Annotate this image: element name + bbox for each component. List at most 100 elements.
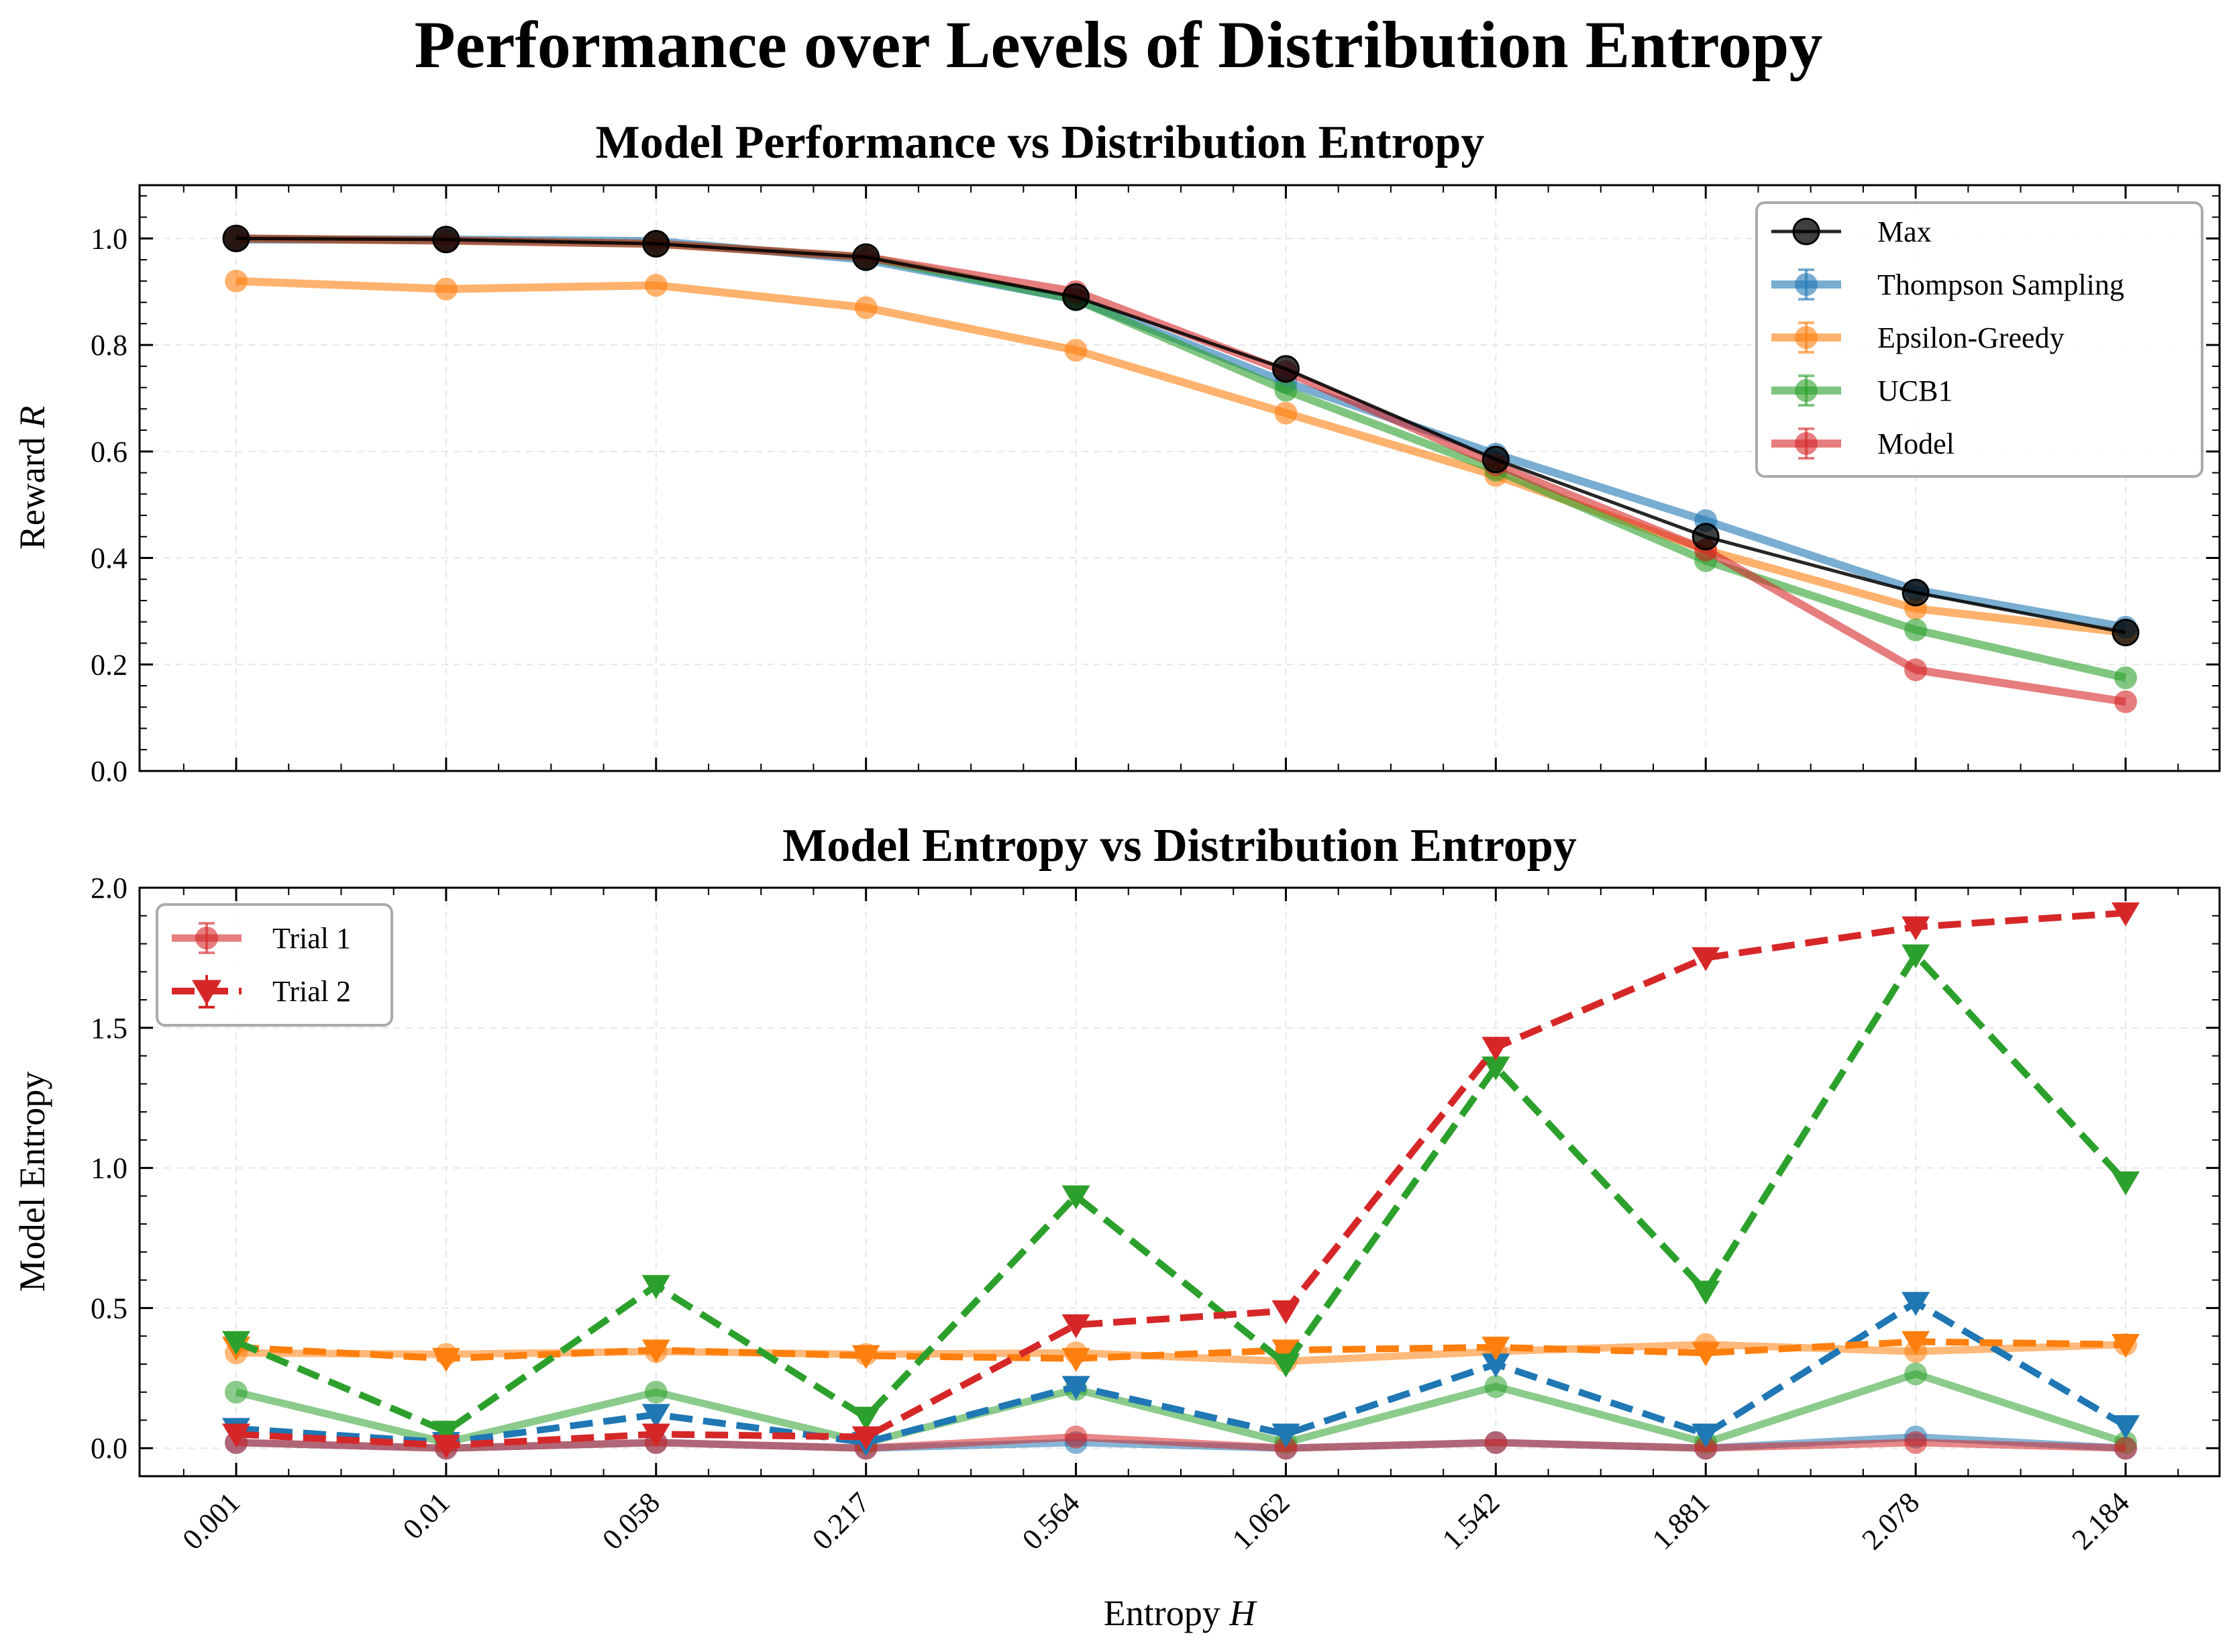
series-max [222,224,2140,647]
trial1-marker [1904,1362,1928,1386]
bottom-ytick-label: 0.5 [91,1292,127,1325]
trial2-marker [2112,1333,2140,1358]
trial2-series-ff7f0e [222,1331,2140,1372]
series-max-marker [642,229,670,258]
trial2-marker [1692,947,1720,972]
bottom-ylabel: Model Entropy [12,1072,52,1292]
trial2-line [236,1299,2128,1446]
legend-item-max: Max [1771,215,1932,248]
series-epsilon-greedy-marker [644,274,668,297]
top-panel-title: Model Performance vs Distribution Entrop… [596,117,1485,168]
trial2-marker [431,1347,460,1372]
legend-marker-epsilon-greedy [1795,326,1818,349]
series-max-marker [222,224,250,252]
trial2-marker [641,1404,670,1429]
legend-marker-max [1792,217,1820,246]
trial2-marker [641,1423,670,1448]
series-max-marker [1692,523,1720,551]
legend-label-thompson-sampling: Thompson Sampling [1877,268,2124,301]
trial2-marker [1271,1423,1300,1448]
series-max-marker [2112,619,2140,647]
legend-label-trial-1: Trial 1 [272,922,351,955]
top-series-group [222,224,2140,713]
top-ylabel: Reward R [12,406,52,550]
trial2-marker [222,1423,250,1448]
trial2-line [235,951,2128,1435]
trial2-series-2ca02c [222,944,2140,1445]
trial2-marker [1481,1056,1510,1081]
trial1-marker [644,1380,668,1404]
series-epsilon-greedy-marker [1274,401,1298,425]
bottom-ytick-label: 1.0 [91,1152,127,1185]
series-max-marker [1902,578,1930,607]
bottom-ytick-label: 2.0 [91,872,127,905]
top-legend-items: Max Thompson Sampling Epsilon-Greedy UCB1 Mo… [1771,215,2124,460]
trial1-line [236,1433,2126,1452]
bottom-legend-items: Trial 1 Trial 2 [172,922,351,1009]
trial2-marker [2112,1171,2140,1196]
figure-suptitle: Performance over Levels of Distribution … [415,7,1823,82]
trial1-marker [225,1380,248,1404]
top-ytick-label: 0.4 [91,542,127,575]
trial1-marker [1484,1431,1508,1454]
legend-label-trial-2: Trial 2 [272,975,351,1008]
bottom-series-group [222,902,2140,1460]
trial2-marker [851,1426,880,1451]
series-ucb1-marker [1904,618,1928,641]
trial1-marker [1064,1425,1088,1449]
trial2-marker [1481,1353,1510,1378]
trial1-marker [1694,1437,1718,1460]
series-model-marker [1904,658,1928,682]
series-epsilon-greedy-marker [225,269,248,293]
top-ytick-label: 0.2 [91,648,127,681]
trial2-marker [641,1275,670,1299]
trial1-marker [1274,1437,1298,1460]
bottom-xlabel: Entropy H [1104,1593,1257,1633]
legend-label-epsilon-greedy: Epsilon-Greedy [1877,321,2065,354]
trial2-marker [1902,1292,1930,1317]
bottom-axes-frame [138,886,2221,1478]
series-max-marker [852,243,880,271]
trial1-marker [1484,1375,1508,1398]
trial2-marker [1271,1339,1300,1364]
top-legend-box [1755,201,2203,478]
series-epsilon-greedy-line [236,276,2126,637]
trial1-marker [2114,1437,2137,1460]
trial2-marker [851,1406,880,1431]
legend-label-ucb1: UCB1 [1877,374,1953,407]
bottom-ytick-label: 0.0 [91,1432,127,1465]
legend-item-epsilon-greedy: Epsilon-Greedy [1771,321,2065,354]
legend-marker-trial-2 [192,980,221,1005]
trial2-marker [1481,1337,1510,1361]
trial2-marker [1902,916,1930,941]
legend-marker-trial-1 [195,927,218,949]
trial2-marker [1271,1300,1300,1325]
top-ytick-label: 0.0 [91,755,127,788]
trial2-marker [431,1435,460,1459]
trial2-marker [1271,1353,1300,1378]
legend-item-ucb1: UCB1 [1771,374,1953,407]
trial1-marker [1904,1431,1928,1454]
trial2-marker [1902,944,1930,969]
series-epsilon-greedy-marker [854,296,878,319]
top-ytick-label: 1.0 [91,222,127,255]
series-epsilon-greedy-marker [1064,339,1088,362]
series-ucb1-marker [1274,378,1298,402]
series-model-marker [2114,690,2137,713]
trial2-line [236,909,2126,1449]
trial2-marker [2112,902,2140,927]
legend-item-trial-1: Trial 1 [172,922,351,955]
legend-item-trial-2: Trial 2 [172,975,351,1009]
legend-item-model: Model [1771,427,1955,460]
top-ticks: 0.0 0.2 0.4 0.6 0.8 1.0 [91,185,2220,788]
bottom-ytick-label: 1.5 [91,1012,127,1045]
trial2-line [236,1338,2126,1362]
trial2-marker [1692,1423,1720,1448]
trial1-line [235,1370,2127,1447]
trial2-marker [1692,1280,1720,1305]
top-axes-frame [138,184,2221,772]
trial2-marker [641,1339,670,1364]
trial2-marker [1902,1331,1930,1355]
top-ytick-label: 0.6 [91,435,127,468]
